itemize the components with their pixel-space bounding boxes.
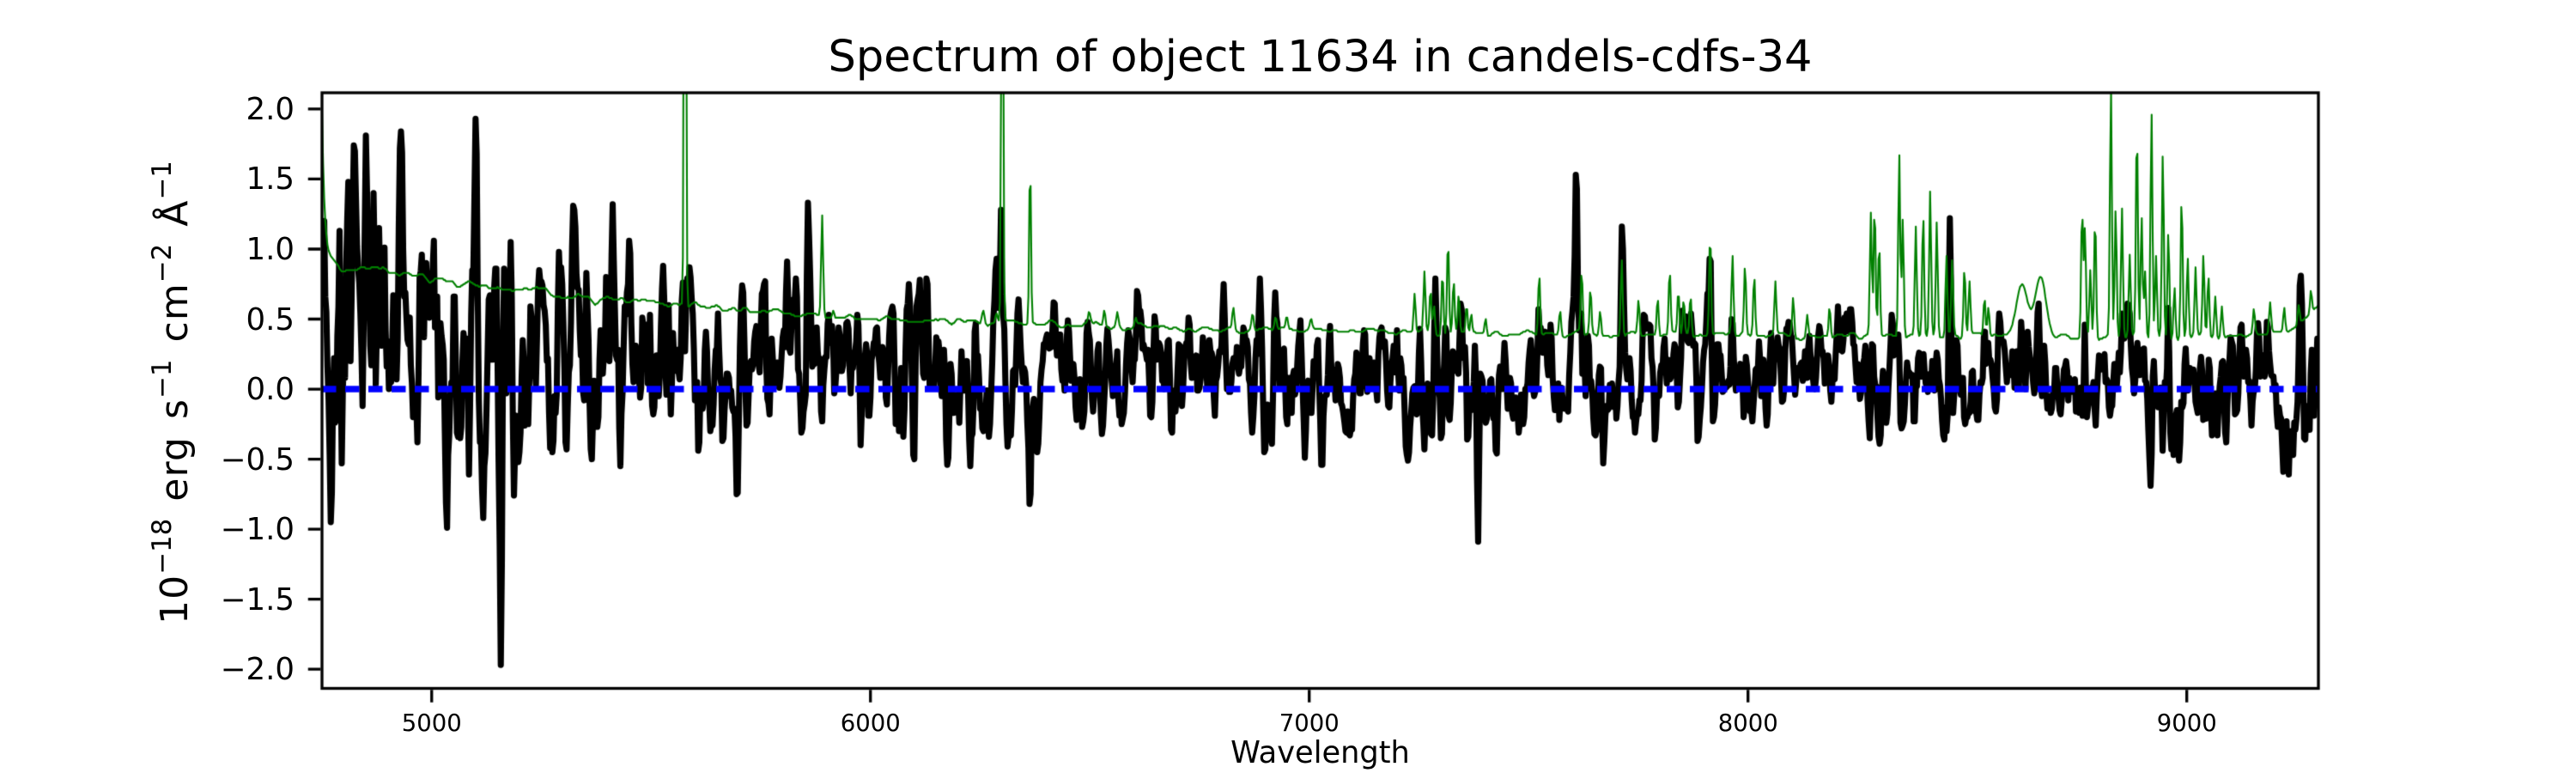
y-axis-label-text: erg s [153, 398, 197, 519]
y-tick-label-1.5: 1.5 [246, 161, 295, 198]
y-axis-label-exponent: −1 [146, 160, 178, 199]
x-tick-label-5000: 5000 [401, 709, 462, 738]
y-tick-label--2: −2.0 [220, 652, 295, 688]
y-tick-label--1: −1.0 [220, 512, 295, 548]
y-axis-label-exponent: −1 [146, 359, 178, 399]
x-tick-label-9000: 9000 [2156, 709, 2217, 738]
y-tick-label--0.5: −0.5 [220, 441, 295, 478]
y-tick-label-0: 0.0 [246, 372, 295, 408]
y-axis-label: 10−18 erg s−1 cm−2 Å−1 [146, 160, 197, 624]
y-axis-label-text: cm [153, 282, 197, 360]
x-axis-label: Wavelength [1230, 735, 1410, 771]
x-tick-label-6000: 6000 [840, 709, 901, 738]
y-tick-label-1: 1.0 [246, 231, 295, 267]
y-tick-label-2: 2.0 [246, 91, 295, 127]
y-axis-label-text: Å [153, 198, 197, 244]
plot-title: Spectrum of object 11634 in candels-cdfs… [828, 31, 1813, 82]
y-axis-label-exponent: −18 [146, 518, 178, 575]
y-axis-label-exponent: −2 [146, 243, 178, 283]
x-tick-label-7000: 7000 [1279, 709, 1340, 738]
y-tick-label-0.5: 0.5 [246, 301, 295, 338]
y-tick-label--1.5: −1.5 [220, 581, 295, 618]
y-axis-label-text: 10 [153, 574, 197, 624]
x-tick-label-8000: 8000 [1717, 709, 1778, 738]
